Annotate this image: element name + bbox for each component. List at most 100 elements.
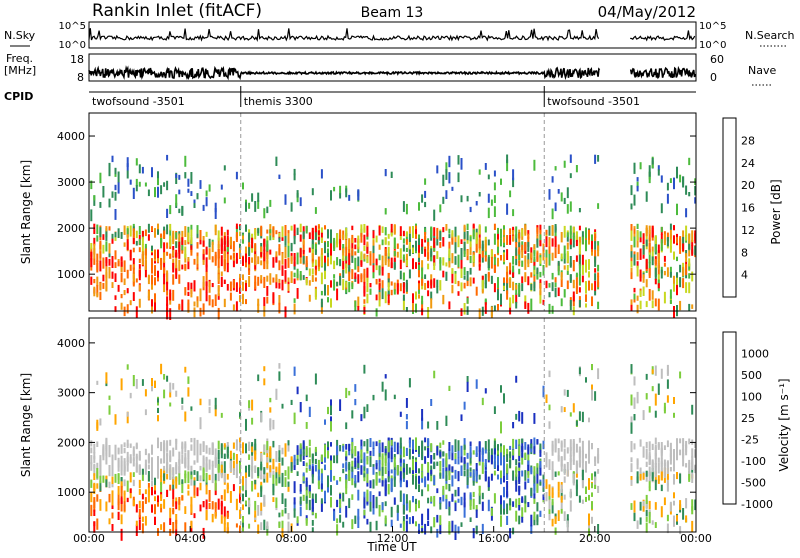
power-mark bbox=[284, 246, 287, 259]
velocity-mark bbox=[518, 471, 521, 482]
power-mark bbox=[578, 246, 581, 254]
power-mark bbox=[217, 230, 220, 241]
velocity-mark bbox=[402, 503, 405, 515]
power-mark bbox=[430, 298, 433, 309]
power-mark bbox=[566, 265, 569, 271]
power-mark bbox=[578, 254, 581, 266]
velocity-mark bbox=[305, 477, 308, 487]
power-mark bbox=[578, 287, 581, 293]
velocity-mark bbox=[308, 439, 311, 447]
power-mark bbox=[290, 225, 293, 231]
velocity-mark bbox=[557, 491, 560, 498]
velocity-mark bbox=[248, 500, 251, 508]
power-mark bbox=[351, 282, 354, 290]
velocity-mark bbox=[336, 499, 339, 508]
velocity-mark bbox=[539, 449, 542, 457]
power-mark bbox=[515, 293, 518, 304]
velocity-mark bbox=[138, 508, 141, 518]
power-mark bbox=[245, 252, 247, 263]
velocity-mark bbox=[345, 484, 348, 495]
velocity-mark bbox=[657, 479, 660, 484]
power-mark bbox=[248, 276, 251, 287]
power-mark bbox=[597, 301, 600, 310]
velocity-mark bbox=[487, 499, 490, 512]
velocity-mark bbox=[257, 524, 260, 534]
velocity-mark bbox=[436, 514, 439, 523]
power-mark bbox=[694, 186, 697, 196]
velocity-mark bbox=[220, 515, 223, 524]
velocity-mark bbox=[493, 440, 496, 449]
power-mark bbox=[436, 227, 439, 240]
velocity-mark bbox=[239, 494, 241, 503]
velocity-mark bbox=[147, 495, 150, 503]
power-mark bbox=[387, 233, 390, 239]
power-mark bbox=[430, 251, 433, 262]
velocity-mark bbox=[378, 491, 381, 497]
velocity-mark bbox=[430, 526, 433, 534]
velocity-mark bbox=[108, 518, 111, 525]
velocity-mark bbox=[451, 466, 454, 473]
power-mark bbox=[512, 294, 515, 304]
power-mark bbox=[484, 255, 487, 262]
power-mark bbox=[581, 231, 584, 240]
power-mark bbox=[669, 271, 672, 278]
velocity-mark bbox=[560, 488, 563, 501]
velocity-mark bbox=[575, 420, 578, 426]
power-mark bbox=[299, 253, 302, 264]
velocity-mark bbox=[390, 469, 393, 474]
velocity-mark bbox=[399, 437, 402, 449]
power-mark bbox=[278, 283, 281, 289]
velocity-mark bbox=[472, 528, 475, 539]
y-tick-label: 4000 bbox=[57, 337, 85, 350]
power-mark bbox=[648, 261, 651, 269]
velocity-mark bbox=[111, 499, 114, 506]
velocity-mark bbox=[421, 417, 424, 430]
velocity-mark bbox=[448, 484, 451, 492]
power-mark bbox=[357, 256, 360, 267]
power-mark bbox=[399, 226, 402, 236]
power-mark bbox=[126, 163, 129, 171]
power-mark bbox=[393, 282, 396, 292]
velocity-mark bbox=[196, 487, 199, 494]
power-mark bbox=[475, 286, 478, 296]
power-mark bbox=[178, 174, 181, 180]
velocity-mark bbox=[463, 401, 466, 410]
power-mark bbox=[515, 258, 518, 266]
velocity-mark bbox=[685, 498, 688, 509]
velocity-mark bbox=[421, 489, 424, 497]
velocity-mark bbox=[345, 422, 348, 430]
velocity-mark bbox=[597, 453, 600, 464]
velocity-mark bbox=[114, 450, 117, 458]
velocity-mark bbox=[633, 443, 636, 450]
power-mark bbox=[430, 279, 433, 289]
power-mark bbox=[245, 258, 247, 268]
power-mark bbox=[475, 242, 478, 253]
velocity-mark bbox=[372, 499, 375, 510]
power-mark bbox=[405, 232, 408, 242]
power-mark bbox=[132, 264, 135, 271]
velocity-mark bbox=[542, 474, 545, 482]
velocity-mark bbox=[497, 460, 499, 471]
velocity-mark bbox=[588, 417, 590, 423]
velocity-mark bbox=[457, 526, 460, 534]
velocity-mark bbox=[129, 457, 132, 464]
velocity-mark bbox=[275, 451, 278, 463]
velocity-mark bbox=[281, 509, 284, 517]
velocity-mark bbox=[263, 519, 266, 531]
velocity-mark bbox=[299, 506, 302, 517]
power-mark bbox=[469, 206, 472, 213]
velocity-mark bbox=[111, 490, 114, 502]
velocity-mark bbox=[642, 410, 645, 420]
power-mark bbox=[166, 154, 169, 161]
power-mark bbox=[324, 242, 326, 254]
power-mark bbox=[311, 244, 314, 249]
power-mark bbox=[196, 262, 199, 268]
power-mark bbox=[235, 226, 238, 238]
power-mark bbox=[330, 280, 332, 288]
velocity-mark bbox=[141, 493, 144, 500]
power-mark bbox=[220, 271, 223, 276]
velocity-mark bbox=[396, 506, 399, 513]
power-mark bbox=[490, 250, 493, 259]
velocity-mark bbox=[160, 524, 163, 530]
power-mark bbox=[481, 275, 484, 280]
